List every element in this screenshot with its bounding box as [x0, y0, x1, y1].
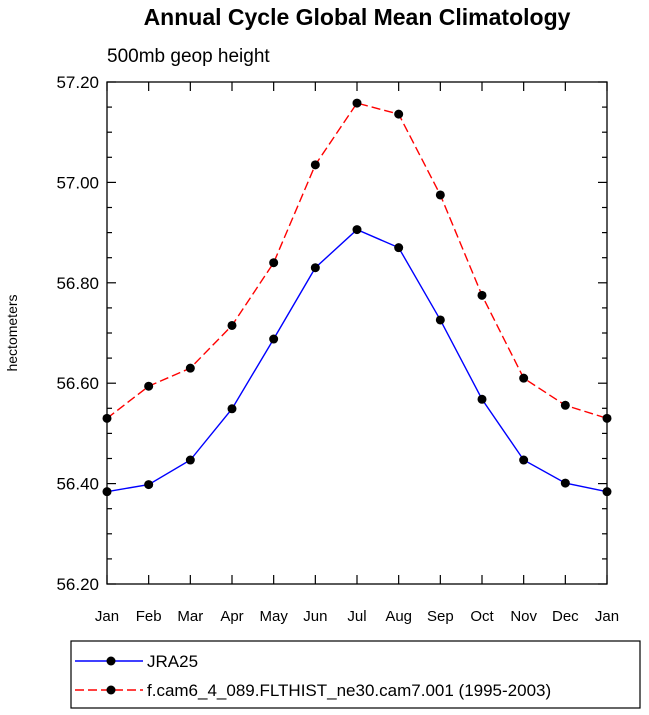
data-point [519, 455, 529, 465]
legend-marker [106, 656, 116, 666]
x-tick-label: May [259, 608, 288, 625]
data-point [144, 381, 154, 391]
data-point [352, 225, 362, 235]
y-axis-label: hectometers [4, 294, 20, 371]
data-point [269, 258, 279, 268]
series-lines [106, 102, 608, 493]
x-tick-label: Mar [177, 608, 203, 625]
legend-label: f.cam6_4_089.FLTHIST_ne30.cam7.001 (1995… [147, 681, 551, 700]
series-line [106, 102, 608, 420]
y-tick-label: 57.00 [56, 173, 99, 192]
y-tick-label: 57.20 [56, 73, 99, 92]
series-line [106, 228, 608, 493]
x-tick-label: Oct [470, 608, 494, 625]
data-point [352, 98, 362, 108]
data-point [435, 190, 445, 200]
legend-label: JRA25 [147, 652, 198, 671]
data-point [310, 263, 320, 273]
data-point [310, 160, 320, 170]
x-tick-labels: Jan Feb Mar Apr May Jun Jul Aug Sep Oct Nov Dec Jan [95, 608, 619, 625]
x-tick-label: Jan [95, 608, 119, 625]
x-tick-label: Apr [220, 608, 243, 625]
series-points [102, 98, 612, 497]
x-tick-label: Aug [385, 608, 412, 625]
chart-subtitle: 500mb geop height [107, 46, 270, 67]
y-tick-label: 56.20 [56, 575, 99, 594]
x-tick-label: Nov [510, 608, 537, 625]
legend-box [70, 640, 641, 709]
data-point [227, 404, 237, 414]
legend-marker [106, 685, 116, 695]
data-point [560, 478, 570, 488]
chart-title: Annual Cycle Global Mean Climatology [144, 4, 571, 30]
axis-ticks [106, 81, 608, 585]
y-tick-label: 56.40 [56, 475, 99, 494]
data-point [477, 394, 487, 404]
data-point [560, 400, 570, 410]
data-point [185, 455, 195, 465]
data-point [394, 109, 404, 119]
plot-frame [106, 81, 608, 585]
data-point [269, 334, 279, 344]
y-tick-labels: 56.20 56.40 56.60 56.80 57.00 57.20 [56, 73, 99, 594]
y-tick-label: 56.60 [56, 374, 99, 393]
y-tick-label: 56.80 [56, 274, 99, 293]
x-tick-label: Jul [347, 608, 366, 625]
data-point [227, 320, 237, 330]
x-tick-label: Feb [136, 608, 162, 625]
data-point [477, 290, 487, 300]
data-point [185, 363, 195, 373]
x-tick-label: Jun [303, 608, 327, 625]
data-point [519, 373, 529, 383]
data-point [144, 480, 154, 490]
legend: JRA25 f.cam6_4_089.FLTHIST_ne30.cam7.001 … [70, 640, 641, 709]
data-point [394, 243, 404, 253]
x-tick-label: Jan [595, 608, 619, 625]
data-point [435, 315, 445, 325]
x-tick-label: Dec [552, 608, 579, 625]
x-tick-label: Sep [427, 608, 454, 625]
